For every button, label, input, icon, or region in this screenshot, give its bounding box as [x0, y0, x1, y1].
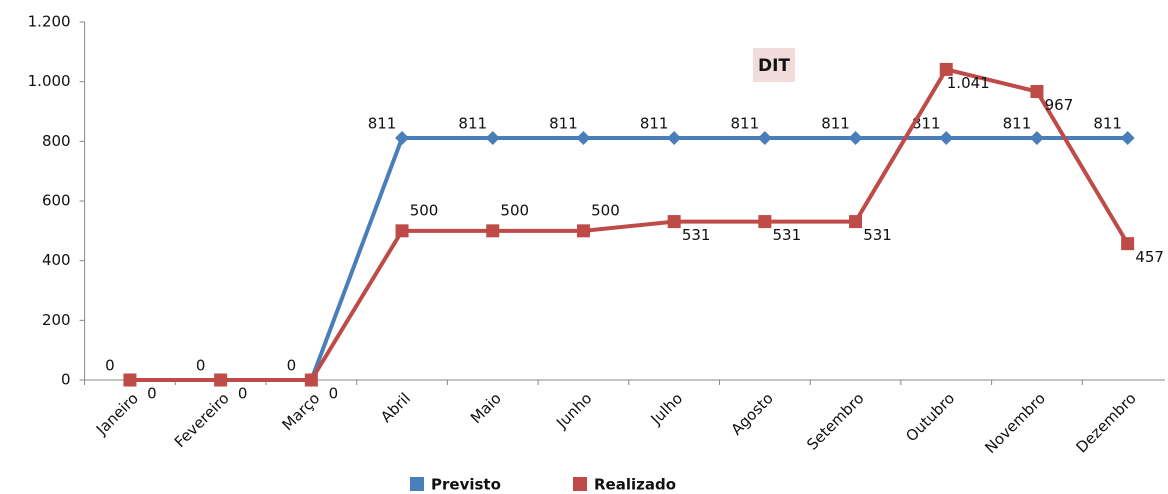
point	[395, 224, 409, 238]
data-label: 811	[458, 115, 487, 133]
y-tick-label: 1.200	[28, 13, 71, 31]
series-line	[129, 136, 1128, 382]
point	[667, 215, 681, 229]
data-label: 1.041	[947, 74, 990, 92]
point	[485, 131, 500, 146]
x-tick-label: Janeiro	[92, 389, 142, 439]
point	[214, 373, 228, 387]
x-tick-label: Abril	[377, 389, 414, 426]
point	[939, 131, 954, 146]
data-label: 0	[105, 357, 115, 375]
y-tick-label: 0	[61, 371, 71, 389]
data-label: 457	[1135, 248, 1164, 266]
point	[1120, 131, 1135, 146]
x-tick-label: Junho	[552, 389, 595, 432]
legend-swatch	[410, 477, 424, 491]
data-label: 531	[863, 226, 892, 244]
y-tick-label: 1.000	[28, 72, 71, 90]
data-label: 531	[773, 226, 802, 244]
data-label: 0	[238, 385, 248, 403]
series-line	[129, 67, 1130, 382]
title-background	[753, 48, 795, 82]
legend-swatch	[573, 477, 587, 491]
data-label: 811	[640, 115, 669, 133]
y-tick-label: 200	[42, 311, 71, 329]
point	[667, 131, 682, 146]
point	[758, 215, 772, 229]
data-label: 811	[731, 115, 760, 133]
x-tick-label: Novembro	[981, 389, 1049, 457]
point	[848, 131, 863, 146]
data-label: 811	[821, 115, 850, 133]
point	[757, 131, 772, 146]
point	[849, 215, 863, 229]
point	[576, 224, 590, 238]
data-label: 811	[912, 115, 941, 133]
legend-label: Previsto	[431, 476, 501, 494]
data-label: 811	[549, 115, 578, 133]
data-label: 500	[591, 201, 620, 219]
x-tick-label: Fevereiro	[171, 389, 233, 451]
point	[939, 62, 953, 76]
point	[395, 131, 410, 146]
x-tick-label: Março	[279, 389, 324, 434]
data-label: 500	[500, 201, 529, 219]
legend-label: Realizado	[594, 476, 676, 494]
data-label: 811	[368, 115, 397, 133]
data-label: 0	[196, 357, 206, 375]
x-tick-label: Maio	[467, 389, 505, 427]
y-tick-label: 400	[42, 251, 71, 269]
point	[1029, 131, 1044, 146]
x-tick-label: Julho	[647, 389, 686, 428]
point	[123, 373, 137, 387]
point	[1030, 85, 1044, 99]
y-tick-label: 600	[42, 192, 71, 210]
point	[576, 131, 591, 146]
data-label: 811	[1093, 115, 1122, 133]
x-tick-label: Setembro	[803, 389, 867, 453]
x-tick-label: Agosto	[727, 389, 776, 438]
chart-title: DIT	[758, 56, 790, 76]
point	[304, 373, 318, 387]
y-tick-label: 800	[42, 132, 71, 150]
data-label: 0	[329, 385, 339, 403]
data-label: 0	[147, 385, 157, 403]
x-tick-label: Dezembro	[1072, 389, 1139, 456]
point	[1121, 237, 1135, 251]
data-label: 967	[1045, 96, 1074, 114]
data-label: 531	[682, 226, 711, 244]
data-label: 811	[1003, 115, 1032, 133]
data-label: 500	[410, 201, 439, 219]
x-tick-label: Outubro	[902, 389, 958, 445]
data-label: 0	[287, 357, 297, 375]
point	[486, 224, 500, 238]
